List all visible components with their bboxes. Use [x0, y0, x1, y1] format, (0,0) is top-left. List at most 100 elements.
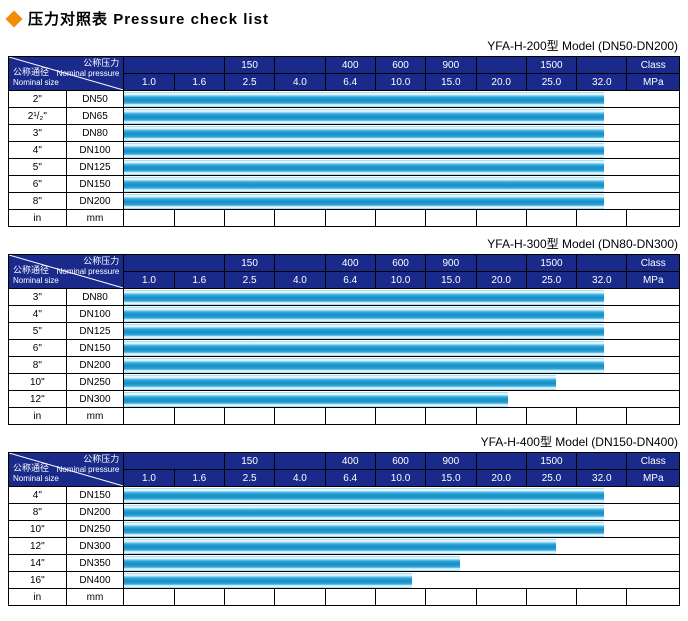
pressure-bar — [124, 505, 604, 520]
table-row: 12"DN300 — [9, 538, 680, 555]
table-row: 8"DN200 — [9, 357, 680, 374]
table-row: 8"DN200 — [9, 504, 680, 521]
pressure-bar — [124, 488, 604, 503]
pressure-bar — [124, 341, 604, 356]
size-mm: DN100 — [66, 142, 124, 159]
mpa-label: MPa — [627, 272, 680, 289]
table-row: 12"DN300 — [9, 391, 680, 408]
pressure-bar-cell — [124, 555, 680, 572]
mpa-val: 6.4 — [325, 470, 375, 487]
pressure-bar — [124, 324, 604, 339]
unit-row: inmm — [9, 589, 680, 606]
table-row: 3"DN80 — [9, 289, 680, 306]
size-mm: DN200 — [66, 357, 124, 374]
table-row: 3"DN80 — [9, 125, 680, 142]
unit-blank — [577, 408, 627, 425]
header-diagonal: 公称压力Nominal pressure公称通径Nominal size — [9, 255, 124, 289]
size-in: 16" — [9, 572, 67, 589]
class-val: 400 — [325, 453, 375, 470]
class-blank — [124, 255, 225, 272]
unit-blank — [426, 210, 476, 227]
table-row: 6"DN150 — [9, 176, 680, 193]
title-en: Pressure check list — [113, 11, 269, 28]
mpa-val: 6.4 — [325, 74, 375, 91]
mpa-val: 15.0 — [426, 272, 476, 289]
pressure-bar-cell — [124, 193, 680, 210]
class-val: 1500 — [526, 255, 576, 272]
table-row: 5"DN125 — [9, 159, 680, 176]
pressure-bar-cell — [124, 142, 680, 159]
mpa-val: 25.0 — [526, 470, 576, 487]
pressure-bar-cell — [124, 340, 680, 357]
size-in: 12" — [9, 538, 67, 555]
unit-blank — [174, 210, 224, 227]
unit-blank — [476, 210, 526, 227]
pressure-bar-cell — [124, 521, 680, 538]
page-title: 压力对照表 Pressure check list — [28, 8, 269, 29]
size-mm: DN400 — [66, 572, 124, 589]
mpa-val: 32.0 — [577, 470, 627, 487]
title-cn: 压力对照表 — [28, 11, 108, 28]
mpa-val: 2.5 — [224, 470, 274, 487]
mpa-val: 1.0 — [124, 74, 174, 91]
pressure-table: 公称压力Nominal pressure公称通径Nominal size1504… — [8, 56, 680, 227]
unit-blank — [275, 589, 325, 606]
pressure-bar — [124, 143, 604, 158]
mpa-val: 15.0 — [426, 470, 476, 487]
model-label: YFA-H-300型 Model (DN80-DN300) — [8, 235, 678, 252]
unit-mm: mm — [66, 589, 124, 606]
pressure-table: 公称压力Nominal pressure公称通径Nominal size 150 4… — [8, 254, 680, 425]
unit-blank — [577, 589, 627, 606]
table-row: 4"DN100 — [9, 142, 680, 159]
unit-blank — [627, 210, 680, 227]
size-mm: DN300 — [66, 391, 124, 408]
unit-mm: mm — [66, 210, 124, 227]
class-val: 600 — [375, 57, 425, 74]
mpa-val: 6.4 — [325, 272, 375, 289]
class-val: 400 — [325, 57, 375, 74]
class-val: 150 — [224, 255, 274, 272]
size-mm: DN250 — [66, 521, 124, 538]
mpa-val: 20.0 — [476, 74, 526, 91]
table-row: 8"DN200 — [9, 193, 680, 210]
mpa-val: 32.0 — [577, 74, 627, 91]
pressure-bar-cell — [124, 306, 680, 323]
pressure-bar — [124, 177, 604, 192]
unit-blank — [627, 589, 680, 606]
table-row: 10"DN250 — [9, 374, 680, 391]
unit-blank — [375, 589, 425, 606]
unit-blank — [476, 408, 526, 425]
pressure-bar — [124, 522, 604, 537]
pressure-bar-cell — [124, 504, 680, 521]
unit-blank — [526, 589, 576, 606]
pressure-bar-cell — [124, 538, 680, 555]
unit-blank — [375, 210, 425, 227]
table-row: 2"DN50 — [9, 91, 680, 108]
pressure-bar — [124, 539, 556, 554]
size-in: 4" — [9, 142, 67, 159]
unit-blank — [224, 408, 274, 425]
unit-blank — [275, 408, 325, 425]
unit-blank — [124, 210, 174, 227]
unit-in: in — [9, 210, 67, 227]
mpa-val: 10.0 — [375, 272, 425, 289]
size-in: 4" — [9, 306, 67, 323]
unit-blank — [174, 408, 224, 425]
size-mm: DN65 — [66, 108, 124, 125]
unit-blank — [174, 589, 224, 606]
mpa-val: 10.0 — [375, 470, 425, 487]
mpa-val: 1.6 — [174, 74, 224, 91]
mpa-val: 1.6 — [174, 470, 224, 487]
size-in: 6" — [9, 340, 67, 357]
unit-row: inmm — [9, 408, 680, 425]
pressure-bar — [124, 194, 604, 209]
size-in: 12" — [9, 391, 67, 408]
size-in: 3" — [9, 125, 67, 142]
table-row: 6"DN150 — [9, 340, 680, 357]
mpa-label: MPa — [627, 470, 680, 487]
unit-blank — [325, 210, 375, 227]
size-in: 10" — [9, 374, 67, 391]
class-blank — [124, 453, 225, 470]
pressure-bar-cell — [124, 125, 680, 142]
header-diagonal: 公称压力Nominal pressure公称通径Nominal size — [9, 57, 124, 91]
